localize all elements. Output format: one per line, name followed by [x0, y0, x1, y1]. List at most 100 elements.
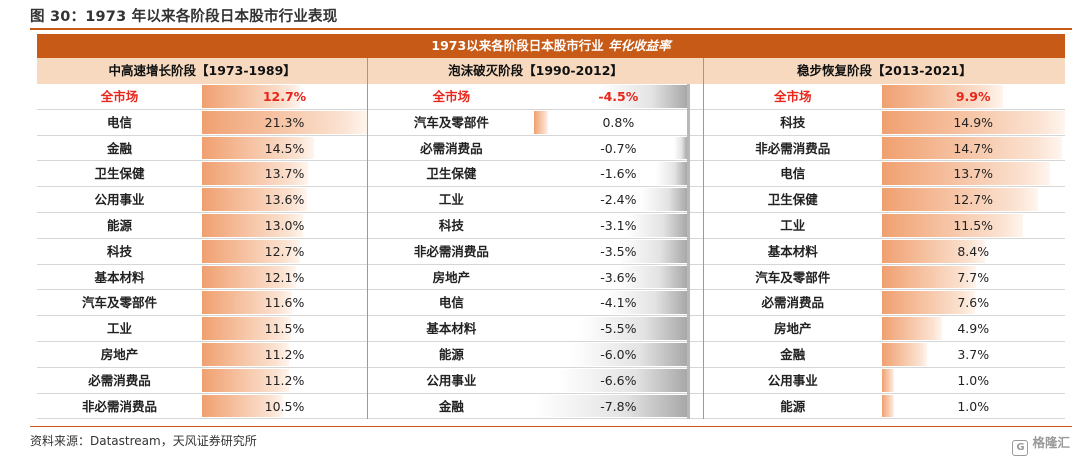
- table-row: 金融 14.5%: [37, 136, 368, 162]
- source-note: 资料来源：Datastream，天风证券研究所: [30, 434, 257, 448]
- return-cell: -6.0%: [534, 342, 702, 367]
- negative-return-bar: [569, 342, 688, 366]
- bottom-rule: [30, 426, 1072, 427]
- sector-name: 全市场: [432, 89, 471, 104]
- negative-return-bar: [579, 317, 688, 340]
- positive-return-bar: [202, 162, 309, 186]
- return-cell: 9.9%: [881, 84, 1065, 109]
- table-row: 工业 11.5%: [37, 316, 368, 342]
- return-value: 8.4%: [957, 243, 990, 259]
- table-row: 房地产 4.9%: [703, 316, 1065, 342]
- return-value: -3.5%: [600, 243, 637, 259]
- market-row: 全市场 9.9%: [703, 84, 1065, 110]
- return-cell: 0.8%: [534, 110, 702, 135]
- table-row: 公用事业 13.6%: [37, 187, 368, 213]
- return-cell: 11.2%: [202, 342, 367, 367]
- sector-name: 工业: [106, 321, 132, 337]
- table-row: 卫生保健 13.7%: [37, 161, 368, 188]
- return-cell: 4.9%: [881, 316, 1065, 341]
- negative-return-bar: [616, 265, 688, 289]
- return-value: 7.7%: [957, 269, 990, 285]
- positive-return-bar: [881, 85, 1004, 108]
- return-value: 11.5%: [264, 321, 305, 337]
- return-cell: 8.4%: [881, 239, 1065, 264]
- return-value: 11.5%: [953, 217, 994, 233]
- table-row: 汽车及零部件 0.8%: [368, 110, 703, 136]
- table-row: 能源 13.0%: [37, 213, 368, 239]
- return-cell: -3.6%: [534, 265, 702, 290]
- table-row: 科技 -3.1%: [368, 213, 703, 239]
- table-row: 卫生保健 -1.6%: [368, 161, 703, 188]
- sector-name: 金融: [780, 346, 806, 362]
- positive-return-bar: [881, 213, 1023, 237]
- return-value: 14.7%: [953, 140, 994, 156]
- return-value: 1.0%: [957, 372, 990, 388]
- return-cell: 13.7%: [202, 161, 367, 186]
- return-value: -5.5%: [600, 321, 637, 337]
- period-column-2: 泡沫破灭阶段【1990-2012】 全市场 -4.5% 汽车及零部件 0.8% 必需消费品…: [367, 58, 703, 420]
- return-cell: 11.2%: [202, 368, 367, 393]
- table-row: 工业 -2.4%: [368, 187, 703, 213]
- return-cell: 21.3%: [202, 110, 367, 135]
- table-row: 电信 21.3%: [37, 110, 368, 136]
- negative-return-bar: [673, 136, 688, 160]
- negative-return-bar: [557, 368, 688, 392]
- table-row: 卫生保健 12.7%: [703, 187, 1065, 213]
- figure-title: 图 30：1973 年以来各阶段日本股市行业表现: [30, 9, 338, 25]
- watermark-text: 格隆汇: [1032, 435, 1070, 450]
- table-row: 能源 -6.0%: [368, 342, 703, 368]
- return-value: 13.7%: [953, 166, 994, 182]
- period-header: 泡沫破灭阶段【1990-2012】: [368, 58, 703, 84]
- positive-return-bar: [881, 110, 1065, 134]
- positive-return-bar: [202, 110, 367, 134]
- return-cell: -1.6%: [534, 161, 702, 186]
- sector-name: 科技: [438, 217, 464, 233]
- positive-return-bar: [881, 136, 1063, 160]
- table-row: 工业 11.5%: [703, 213, 1065, 239]
- positive-return-bar: [202, 265, 296, 289]
- negative-return-bar: [606, 291, 688, 315]
- positive-return-bar: [881, 368, 894, 392]
- period-columns: 中高速增长阶段【1973-1989】 全市场 12.7% 电信 21.3% 金融 14.5%…: [37, 58, 1065, 420]
- positive-return-bar: [202, 188, 308, 211]
- return-cell: -3.1%: [534, 213, 702, 238]
- table-row: 电信 -4.1%: [368, 290, 703, 317]
- return-value: 14.5%: [264, 140, 305, 156]
- return-cell: 13.6%: [202, 187, 367, 212]
- return-cell: 14.5%: [202, 136, 367, 161]
- positive-return-bar: [202, 394, 284, 418]
- positive-return-bar: [202, 317, 292, 340]
- positive-return-bar: [881, 188, 1038, 211]
- return-value: -4.5%: [598, 89, 639, 104]
- period-header: 中高速增长阶段【1973-1989】: [37, 58, 368, 84]
- return-value: -6.6%: [600, 372, 637, 388]
- table-row: 非必需消费品 10.5%: [37, 394, 368, 420]
- table-row: 房地产 11.2%: [37, 342, 368, 368]
- watermark: G 格隆汇: [1012, 432, 1070, 456]
- sector-name: 基本材料: [767, 243, 818, 259]
- positive-return-bar: [881, 162, 1050, 186]
- banner-metric: 年化收益率: [608, 38, 671, 53]
- return-value: 12.7%: [264, 243, 305, 259]
- return-cell: -5.5%: [534, 316, 702, 341]
- sector-name: 全市场: [100, 89, 139, 104]
- table-row: 必需消费品 11.2%: [37, 368, 368, 394]
- return-value: 10.5%: [264, 398, 305, 414]
- sector-name: 公用事业: [94, 192, 145, 208]
- return-cell: 12.7%: [202, 239, 367, 264]
- zero-axis: [687, 84, 691, 420]
- return-cell: 13.7%: [881, 161, 1065, 186]
- return-value: -3.1%: [600, 217, 637, 233]
- table-row: 公用事业 1.0%: [703, 368, 1065, 394]
- sector-name: 电信: [106, 114, 132, 130]
- negative-return-bar: [640, 188, 688, 211]
- table-row: 必需消费品 7.6%: [703, 290, 1065, 317]
- table-row: 汽车及零部件 7.7%: [703, 265, 1065, 291]
- return-value: -0.7%: [600, 140, 637, 156]
- return-cell: 11.5%: [202, 316, 367, 341]
- sector-name: 能源: [106, 217, 132, 233]
- return-value: 12.7%: [953, 192, 994, 208]
- return-cell: -6.6%: [534, 368, 702, 393]
- table-row: 非必需消费品 -3.5%: [368, 239, 703, 265]
- title-rule: [30, 28, 1072, 30]
